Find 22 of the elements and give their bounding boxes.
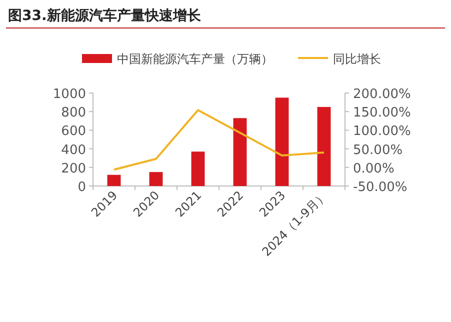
y-tick-label: 600 (61, 124, 86, 140)
y2-tick-label: -50.00% (353, 180, 408, 195)
y-tick-label: 400 (61, 142, 86, 158)
y2-tick-label: 150.00% (353, 106, 411, 121)
y2-tick-label: 50.00% (353, 142, 403, 158)
y-tick-label: 1000 (52, 87, 86, 102)
bar (275, 98, 289, 186)
y2-tick-label: 100.00% (353, 124, 411, 140)
bar (233, 118, 247, 186)
legend-label: 中国新能源汽车产量（万辆） (117, 52, 273, 66)
y2-tick-label: 200.00% (353, 87, 411, 102)
chart-title: 图33.新能源汽车产量快速增长 (8, 7, 202, 24)
bar (317, 106, 331, 186)
y-tick-label: 0 (78, 180, 86, 195)
y-tick-label: 800 (61, 106, 86, 121)
bar (149, 172, 163, 186)
line-series (113, 109, 325, 171)
bar (191, 152, 205, 186)
legend-label: 同比增长 (333, 52, 381, 66)
y-tick-label: 200 (61, 161, 86, 176)
y2-tick-label: 0.00% (353, 161, 394, 176)
bar (107, 174, 121, 186)
